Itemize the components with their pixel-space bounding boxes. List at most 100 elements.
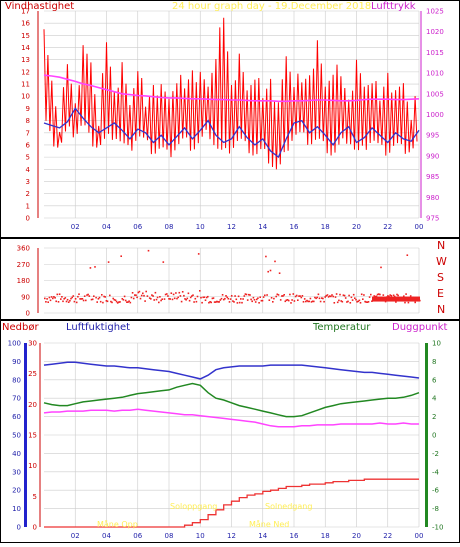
wind-direction-point: [128, 300, 130, 302]
wind-direction-point: [356, 301, 358, 303]
wind-direction-point: [115, 300, 118, 303]
wind-direction-point: [299, 295, 301, 297]
p1-y-left-tick: 11: [21, 81, 30, 89]
p1-x-tick: 06: [133, 223, 142, 231]
wind-direction-point: [407, 301, 410, 304]
wind-direction-point: [273, 297, 275, 300]
wind-direction-point: [177, 296, 179, 299]
p1-x-tick: 00: [415, 223, 424, 231]
humidity-label: Luftfuktighet: [66, 322, 131, 333]
p2-y-tick: 0: [26, 310, 30, 318]
wind-direction-point: [362, 298, 364, 300]
p3-rain-tick: 10: [28, 462, 37, 470]
p1-y-right-tick: 980: [426, 194, 439, 202]
wind-direction-point: [109, 294, 111, 297]
wind-direction-point: [281, 295, 283, 297]
wind-direction-point: [341, 300, 344, 303]
wind-direction-point: [234, 295, 236, 297]
wind-direction-point: [121, 298, 124, 300]
wind-direction-point: [48, 296, 51, 299]
wind-direction-band: [372, 296, 420, 302]
wind-direction-point: [335, 293, 338, 295]
wind-direction-point: [257, 297, 259, 299]
dir-label-w: W: [436, 255, 447, 268]
p1-y-left-tick: 10: [21, 93, 30, 101]
wind-direction-point: [197, 253, 200, 255]
wind-direction-point: [175, 292, 177, 294]
wind-direction-point: [209, 301, 211, 303]
dir-label-e: E: [437, 287, 444, 300]
p3-humidity-tick: 40: [12, 450, 21, 458]
wind-direction-point: [298, 295, 300, 297]
p1-y-left-tick: 2: [26, 190, 30, 198]
p3-x-tick: 16: [290, 532, 299, 540]
wind-direction-point: [187, 292, 190, 295]
wind-direction-point: [163, 298, 166, 300]
wind-direction-point: [105, 300, 108, 302]
wind-direction-point: [291, 299, 293, 301]
wind-direction-point: [253, 299, 256, 301]
wind-direction-point: [359, 302, 362, 304]
wind-direction-point: [184, 298, 186, 300]
pressure-label: Lufttrykk: [371, 1, 416, 12]
wind-direction-point: [392, 294, 395, 297]
wind-direction-point: [56, 293, 59, 296]
wind-direction-point: [225, 295, 227, 297]
wind-direction-point: [207, 295, 209, 298]
wind-direction-point: [249, 294, 251, 296]
wind-direction-point: [397, 294, 399, 297]
wind-direction-point: [158, 301, 160, 304]
p1-x-tick: 10: [196, 223, 205, 231]
wind-direction-point: [53, 296, 55, 298]
wind-direction-point: [347, 300, 349, 303]
p3-temp-tick: 8: [432, 358, 436, 366]
p3-temp-tick: -10: [432, 524, 443, 532]
wind-direction-point: [380, 266, 382, 269]
p1-y-left-tick: 8: [26, 117, 30, 125]
wind-direction-point: [317, 293, 320, 296]
wind-direction-point: [129, 301, 132, 304]
p1-y-left-tick: 0: [26, 215, 30, 223]
p3-humidity-tick: 60: [12, 413, 21, 421]
p1-y-right-tick: 1025: [426, 8, 444, 16]
wind-direction-point: [70, 297, 72, 300]
p3-x-tick: 00: [415, 532, 424, 540]
wind-direction-point: [259, 296, 261, 298]
wind-direction-point: [45, 301, 47, 303]
wind-direction-point: [264, 294, 266, 297]
wind-direction-point: [60, 298, 62, 300]
p1-y-left-tick: 14: [21, 44, 30, 52]
p3-x-tick: 22: [383, 532, 392, 540]
wind-direction-point: [368, 296, 371, 298]
wind-direction-point: [200, 296, 202, 299]
wind-direction-point: [192, 294, 194, 296]
p3-rain-tick: 5: [33, 493, 37, 501]
wind-speed-label: Vindhastighet: [5, 1, 75, 12]
wind-direction-point: [179, 295, 182, 297]
p1-y-left-tick: 5: [26, 154, 30, 162]
wind-direction-point: [82, 299, 85, 302]
wind-direction-point: [365, 301, 367, 303]
wind-direction-point: [322, 297, 324, 300]
wind-direction-point: [289, 293, 291, 296]
p1-y-left-tick: 12: [21, 68, 30, 76]
wind-direction-point: [305, 300, 307, 303]
wind-direction-point: [104, 296, 106, 298]
wind-direction-point: [404, 301, 406, 304]
wind-direction-point: [71, 296, 73, 299]
p1-y-right-tick: 985: [426, 173, 439, 181]
wind-direction-point: [96, 301, 98, 303]
wind-direction-point: [120, 255, 122, 257]
wind-direction-point: [79, 298, 81, 300]
p3-rain-tick: 20: [28, 401, 37, 409]
wind-direction-point: [55, 300, 57, 303]
wind-direction-point: [338, 299, 340, 302]
chart-title: 24 hour graph day - 19.December 2018: [172, 1, 372, 12]
wind-direction-point: [153, 299, 155, 301]
wind-direction-point: [46, 298, 48, 300]
wind-direction-point: [127, 301, 129, 303]
wind-direction-point: [324, 296, 326, 298]
wind-direction-point: [62, 300, 64, 303]
wind-direction-point: [307, 300, 309, 303]
wind-direction-point: [279, 299, 282, 301]
